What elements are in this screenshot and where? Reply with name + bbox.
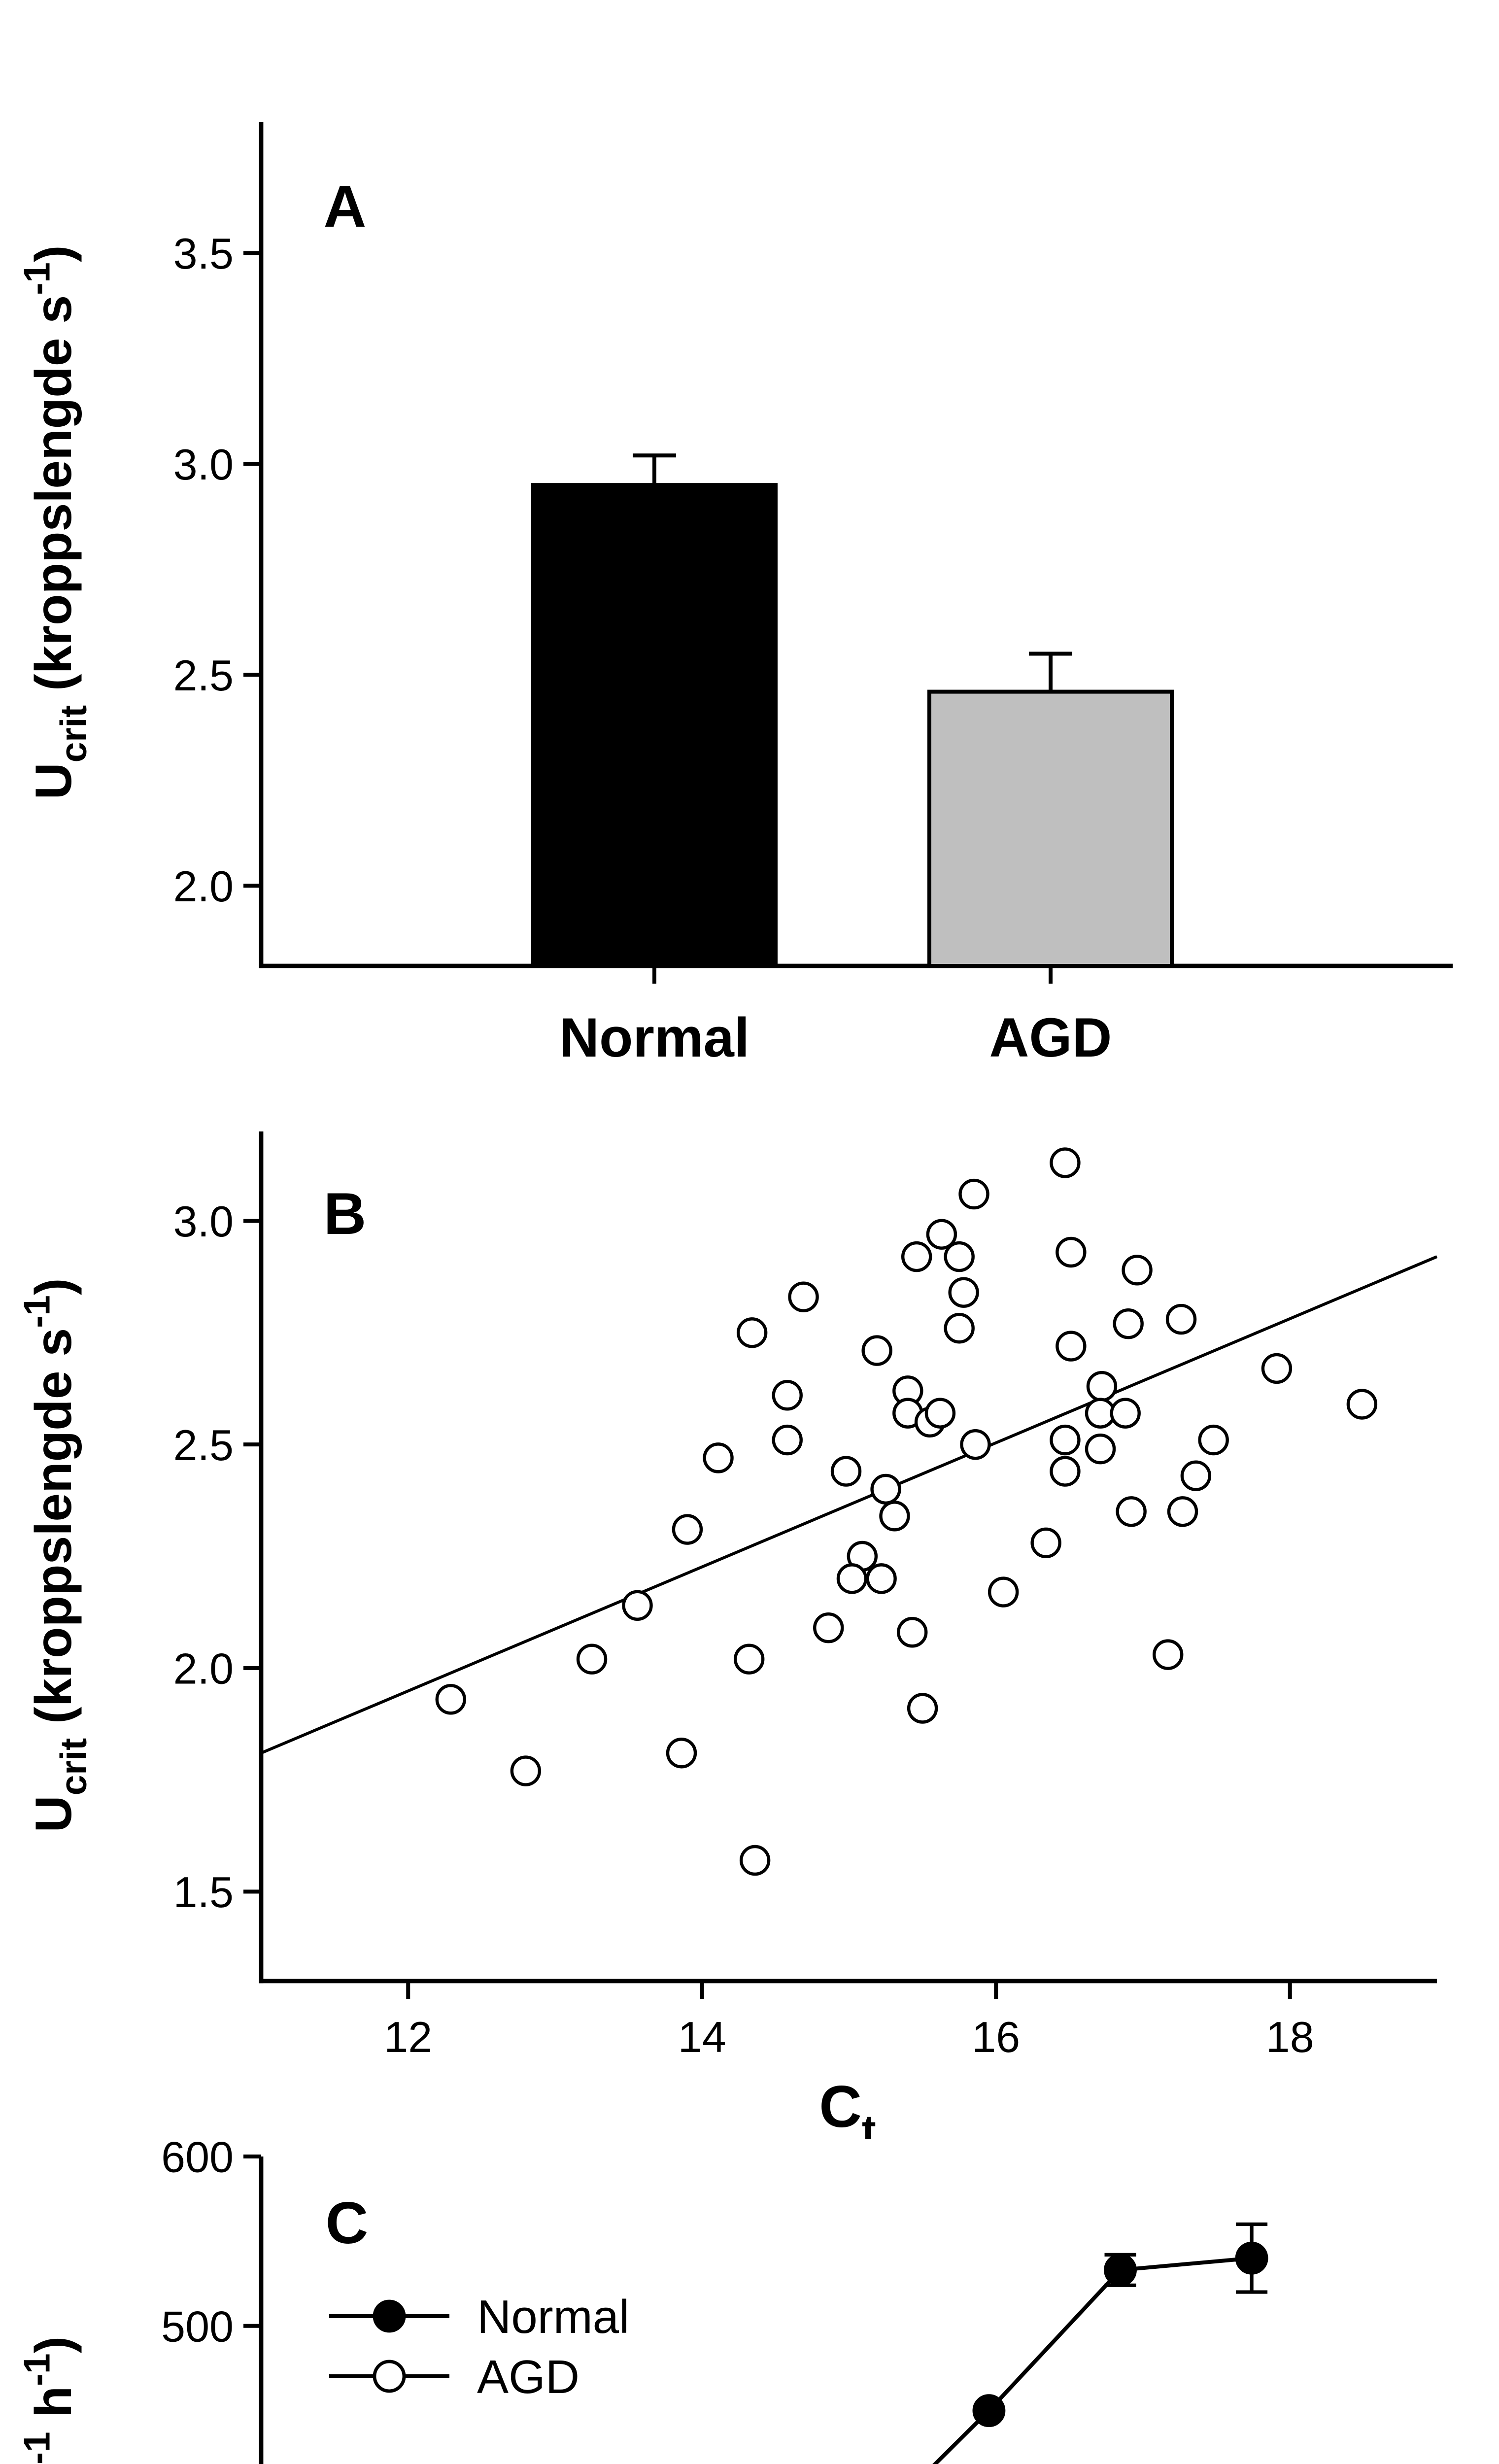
scatter-point — [703, 1442, 734, 1473]
scatter-point — [879, 1501, 910, 1532]
scatter-point — [576, 1643, 608, 1675]
scatter-point — [772, 1424, 803, 1456]
scatter-point — [1116, 1496, 1147, 1527]
scatter-point — [988, 1576, 1019, 1608]
y-axis-title: MO2 (mg O2 kg-1 h-1) — [16, 2336, 94, 2464]
scatter-point — [788, 1281, 819, 1312]
y-axis-title: Ucrit (kroppslengde s-1) — [16, 245, 94, 800]
scatter-point — [736, 1317, 768, 1348]
scatter-point — [1086, 1371, 1118, 1402]
scatter-point — [944, 1241, 975, 1272]
series-line-normal — [932, 2256, 1252, 2464]
scatter-point — [830, 1456, 862, 1487]
panel-letter: C — [326, 2190, 369, 2256]
scatter-point — [435, 1684, 466, 1715]
y-tick-label: 2.5 — [173, 1421, 234, 1470]
scatter-point — [901, 1241, 932, 1272]
scatter-point — [672, 1514, 703, 1545]
panel-a-bar-chart: 2.0 2.5 3.0 3.5 A Ucrit (kroppslengde s-1) Nor… — [16, 122, 1453, 1068]
bar-normal — [531, 483, 778, 968]
y-tick-label: 2.0 — [173, 862, 234, 911]
scatter-point — [772, 1380, 803, 1411]
scatter-point — [907, 1693, 938, 1724]
x-tick-label: 14 — [678, 2013, 726, 2061]
scatter-point — [1167, 1496, 1198, 1527]
scatter-point — [866, 1563, 897, 1594]
scatter-point — [1056, 1331, 1087, 1362]
scatter-point — [813, 1612, 844, 1643]
scatter-point — [926, 1219, 957, 1250]
scatter-point — [897, 1617, 928, 1648]
legend-label: AGD — [477, 2351, 579, 2403]
bar-agd — [927, 689, 1174, 968]
scatter-point — [666, 1738, 697, 1769]
scatter-point — [1113, 1308, 1144, 1339]
scatter-point — [1050, 1456, 1081, 1487]
scatter-point — [1346, 1389, 1378, 1420]
legend-label: Normal — [477, 2291, 629, 2343]
x-tick-label: 16 — [972, 2013, 1020, 2061]
panel-c-line-chart: 10020030040050060020406080100CMO2 (mg O2… — [16, 2139, 1268, 2464]
legend-marker-agd — [373, 2360, 406, 2393]
scatter-point — [733, 1643, 765, 1675]
y-axis-title: Ucrit (kroppslengde s-1) — [16, 1278, 94, 1833]
y-tick-label: 2.0 — [173, 1644, 234, 1693]
scatter-point — [1261, 1353, 1293, 1384]
x-tick-label: 18 — [1266, 2013, 1314, 2061]
scatter-point — [1165, 1303, 1197, 1335]
scatter-point — [948, 1277, 979, 1308]
y-tick-label: 3.0 — [173, 440, 234, 489]
scatter-point — [1050, 1424, 1081, 1456]
scatter-point — [1180, 1460, 1212, 1491]
scatter-point — [1122, 1255, 1153, 1286]
regression-line — [260, 1255, 1438, 1755]
category-label: Normal — [559, 1007, 750, 1068]
scatter-point — [622, 1590, 653, 1621]
y-tick-label: 3.0 — [173, 1197, 234, 1246]
scatter-point — [944, 1313, 975, 1344]
data-point-normal — [972, 2394, 1006, 2428]
scatter-point — [1153, 1639, 1184, 1670]
scatter-point — [510, 1755, 542, 1786]
scatter-point — [836, 1563, 868, 1594]
scatter-point — [958, 1178, 989, 1210]
y-tick-label: 600 — [161, 2139, 234, 2182]
scatter-point — [960, 1429, 991, 1460]
x-axis-title: Ct — [819, 2074, 876, 2139]
y-tick-label: 2.5 — [173, 651, 234, 700]
scatter-point — [739, 1845, 771, 1876]
scatter-point — [1030, 1527, 1061, 1558]
scatter-point — [924, 1398, 956, 1429]
data-point-normal — [1235, 2241, 1268, 2275]
y-tick-label: 500 — [161, 2302, 234, 2351]
y-tick-label: 1.5 — [173, 1868, 234, 1916]
x-tick-label: 12 — [384, 2013, 432, 2061]
scatter-point — [1085, 1434, 1116, 1465]
scatter-point — [870, 1473, 901, 1505]
scatter-point — [1110, 1398, 1141, 1429]
data-point-normal — [1104, 2253, 1137, 2287]
category-label: AGD — [989, 1007, 1112, 1068]
panel-letter: B — [324, 1181, 367, 1247]
panel-b-scatter-plot: 1.5 2.0 2.5 3.0 12 14 16 18 B Ucrit (kroppslengde… — [16, 1131, 1438, 2139]
y-tick-label: 3.5 — [173, 229, 234, 278]
legend-marker-normal — [373, 2299, 406, 2333]
scatter-point — [861, 1335, 892, 1366]
panel-letter: A — [324, 173, 367, 240]
scatter-point — [1050, 1147, 1081, 1178]
scatter-point — [1056, 1236, 1087, 1268]
scatter-point — [1198, 1424, 1229, 1456]
